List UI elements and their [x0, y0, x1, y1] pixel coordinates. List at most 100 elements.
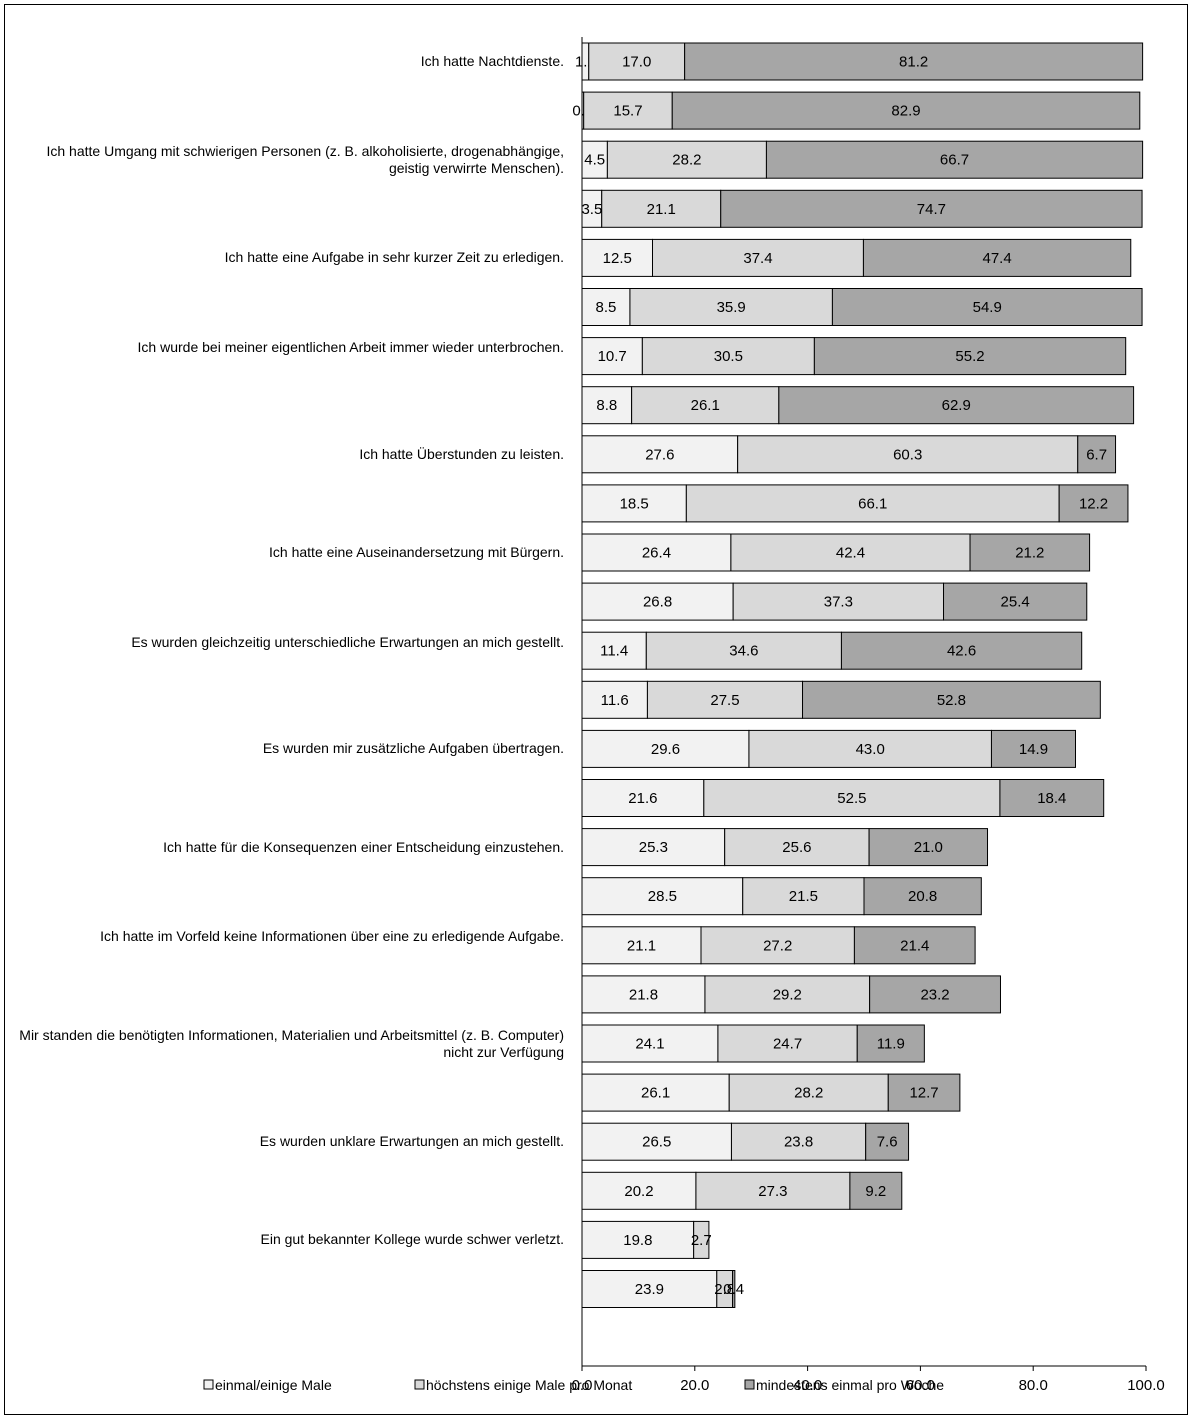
x-tick-label: 100.0	[1127, 1377, 1165, 1394]
data-label: 60.3	[893, 446, 922, 463]
data-label: 27.5	[710, 692, 739, 709]
data-label: 12.5	[603, 250, 632, 267]
data-label: 81.2	[899, 54, 928, 71]
data-label: 25.3	[639, 839, 668, 856]
bar-segment	[765, 140, 1144, 179]
data-label: 74.7	[917, 201, 946, 218]
bar-segment	[581, 828, 726, 867]
category-label: Es wurden unklare Erwartungen an mich ge…	[259, 1133, 564, 1150]
data-label: 11.4	[600, 643, 628, 660]
category-label: Ich hatte für die Konsequenzen einer Ent…	[163, 838, 564, 855]
bar-segment	[865, 1122, 910, 1161]
bar-segment	[862, 238, 1132, 277]
data-label: 8.8	[596, 397, 617, 414]
data-label: 66.1	[858, 495, 887, 512]
legend-label: höchstens einige Male pro Monat	[426, 1377, 632, 1393]
bar-segment	[863, 877, 982, 916]
data-label: 27.3	[758, 1183, 787, 1200]
bar-segment	[601, 189, 722, 228]
data-label: 30.5	[714, 348, 743, 365]
bar-segment	[685, 484, 1060, 523]
data-label: 7.6	[877, 1134, 898, 1151]
data-label: 82.9	[891, 103, 920, 120]
bar-segment	[990, 729, 1076, 768]
data-label: 26.5	[642, 1134, 671, 1151]
x-tick-label: 80.0	[1019, 1377, 1048, 1394]
data-label: 3.5	[581, 201, 602, 218]
data-label: 20.2	[624, 1183, 653, 1200]
data-label: 28.5	[648, 888, 677, 905]
bar-segment	[728, 1073, 889, 1112]
bar-segment	[693, 1220, 710, 1259]
bar-segment	[581, 533, 732, 572]
data-label: 25.6	[782, 839, 811, 856]
bar-segment	[581, 680, 648, 719]
data-label: 14.9	[1019, 741, 1048, 758]
bar-segment	[853, 926, 976, 965]
data-label: 11.6	[601, 692, 629, 709]
data-label: 18.5	[620, 495, 649, 512]
data-label: 2.8	[714, 1281, 735, 1298]
data-label: 54.9	[973, 299, 1002, 316]
data-label: 21.2	[1015, 545, 1044, 562]
category-label: Es wurden mir zusätzliche Aufgaben übert…	[262, 740, 564, 757]
bar-segment	[645, 631, 842, 670]
category-label: Mir standen die benötigten Informationen…	[19, 1026, 564, 1060]
data-label: 27.6	[645, 446, 674, 463]
data-label: 37.4	[743, 250, 772, 267]
bar-segment	[1058, 484, 1129, 523]
data-label: 21.1	[627, 937, 656, 954]
legend-label: einmal/einige Male	[215, 1377, 332, 1393]
bar-segment	[742, 877, 865, 916]
category-label: Ich hatte eine Auseinandersetzung mit Bü…	[269, 544, 564, 560]
data-label: 42.6	[947, 643, 976, 660]
category-label: Es wurden gleichzeitig unterschiedliche …	[131, 633, 564, 650]
data-label: 29.6	[651, 741, 680, 758]
x-tick-label: 40.0	[793, 1377, 822, 1394]
bar-segment	[581, 1171, 697, 1210]
data-label: 2.7	[691, 1232, 712, 1249]
x-tick-label: 20.0	[680, 1377, 709, 1394]
data-label: 42.4	[836, 545, 865, 562]
bar-segment	[999, 779, 1105, 817]
data-label: 25.4	[1001, 594, 1030, 611]
data-label: 43.0	[856, 741, 885, 758]
data-label: 26.8	[643, 594, 672, 611]
bar-segment	[631, 386, 780, 425]
data-label: 21.6	[628, 790, 657, 807]
category-label: Ich wurde bei meiner eigentlichen Arbeit…	[137, 339, 564, 356]
bar-segment	[641, 337, 815, 376]
data-label: 55.2	[955, 348, 984, 365]
data-label: 28.2	[672, 152, 701, 169]
data-label: 23.2	[920, 986, 949, 1003]
bar-segment	[700, 926, 855, 965]
data-label: 10.7	[598, 348, 627, 365]
data-label: 52.5	[837, 790, 866, 807]
bar-segment	[684, 42, 1144, 81]
bar-segment	[717, 1024, 858, 1063]
x-tick-label: 60.0	[906, 1377, 935, 1394]
bar-segment	[581, 877, 744, 916]
data-label: 0.4	[723, 1281, 744, 1298]
bar-segment	[840, 631, 1083, 670]
data-label: 15.7	[613, 103, 642, 120]
bar-segment	[695, 1171, 851, 1210]
data-label: 4.5	[584, 152, 605, 169]
legend-swatch	[744, 1379, 755, 1390]
bar-segment	[732, 1270, 736, 1308]
bar-segment	[969, 533, 1091, 572]
data-label: 21.8	[629, 986, 658, 1003]
category-label: Ein gut bekannter Kollege wurde schwer v…	[260, 1231, 565, 1248]
bar-segment	[856, 1024, 925, 1063]
bar-segment	[671, 91, 1141, 130]
category-label: Ich hatte eine Aufgabe in sehr kurzer Ze…	[224, 249, 564, 266]
bar-segment	[652, 238, 864, 277]
data-label: 24.1	[635, 1036, 664, 1053]
bar-segment	[581, 484, 687, 523]
data-label: 27.2	[763, 937, 792, 954]
bar-segment	[581, 1270, 718, 1308]
bar-segment	[778, 386, 1135, 425]
bar-segment	[831, 288, 1143, 326]
bar-segment	[730, 533, 971, 572]
